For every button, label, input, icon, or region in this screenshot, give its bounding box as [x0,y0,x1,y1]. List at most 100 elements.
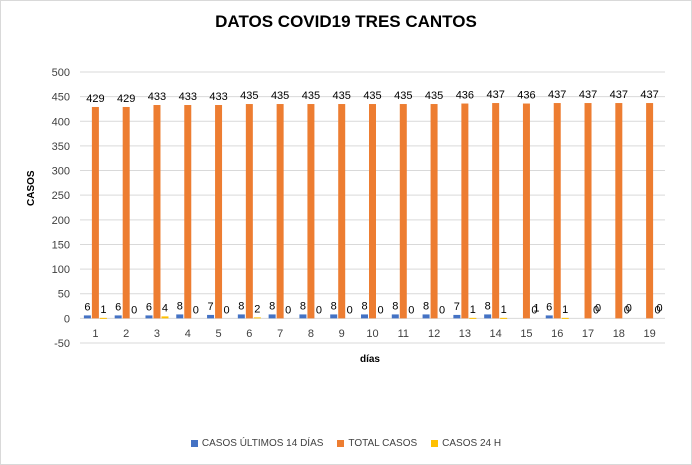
x-tick-label: 18 [613,328,625,340]
y-tick-label: 50 [58,289,70,301]
legend-swatch-casos-14-dias [190,440,198,447]
data-label: 8 [392,300,398,312]
data-label: 436 [456,90,474,102]
data-label: 435 [363,90,381,102]
data-label: 4 [162,302,168,314]
bar [484,314,492,319]
data-label: 433 [179,91,197,103]
x-tick-label: 3 [154,328,160,340]
data-label: 0 [377,304,383,316]
bar [153,105,161,319]
data-label: 0 [131,304,137,316]
data-label: 8 [269,300,275,312]
extra-data-label: 1 [533,302,539,314]
bar [176,314,184,319]
data-label: 0 [439,304,445,316]
data-label: 6 [115,301,121,313]
bar [469,317,477,319]
data-label: 1 [562,304,568,316]
data-label: 6 [146,301,152,313]
legend-item-casos-14-dias: CASOS ÚLTIMOS 14 DÍAS [190,438,324,449]
bar [299,314,307,319]
bar [253,317,261,319]
bar [522,103,530,319]
data-label: 0 [316,304,322,316]
x-axis-label: días [359,354,380,365]
y-tick-label: 300 [52,166,70,178]
x-tick-label: 6 [246,328,252,340]
extra-data-label: 0 [595,302,601,314]
x-tick-label: 14 [490,328,502,340]
bar [369,104,376,319]
legend-label-casos-14-dias: CASOS ÚLTIMOS 14 DÍAS [201,438,324,449]
x-tick-label: 16 [551,328,563,340]
y-tick-label: 200 [52,215,70,227]
data-label: 429 [117,93,135,105]
data-label: 8 [300,300,306,312]
bar [545,315,553,319]
data-label: 435 [333,90,351,102]
data-label: 8 [423,300,429,312]
bar [114,315,122,319]
data-label: 0 [593,304,599,316]
bar [391,314,399,319]
bar [399,104,407,319]
data-label: 437 [610,89,628,101]
data-label: 435 [271,90,289,102]
data-label: 1 [470,304,476,316]
legend-item-total-casos: TOTAL CASOS [337,438,417,449]
x-tick-label: 2 [123,328,129,340]
y-tick-label: 150 [52,239,70,251]
bar [245,104,253,319]
y-tick-label: 100 [52,264,70,276]
bar [276,104,284,319]
data-label: 8 [238,300,244,312]
y-tick-label: -50 [54,338,70,350]
data-label: 2 [254,303,260,315]
legend-item-casos-24h: CASOS 24 H [431,438,501,449]
data-label: 433 [209,91,227,103]
y-tick-label: 350 [52,141,70,153]
y-tick-label: 250 [52,190,70,202]
y-tick-label: 450 [52,92,70,104]
bar [453,314,461,319]
bar [492,103,500,319]
x-tick-label: 10 [366,328,378,340]
bar [553,103,561,319]
x-tick-label: 4 [185,328,191,340]
bar [161,316,169,319]
data-label: 433 [148,91,166,103]
data-label: 8 [361,300,367,312]
bar [207,314,215,319]
data-label: 429 [86,93,104,105]
x-tick-label: 19 [643,328,655,340]
data-label: 437 [640,89,658,101]
chart-title: DATOS COVID19 TRES CANTOS [215,12,477,31]
data-label: 0 [408,304,414,316]
data-label: 7 [207,301,213,313]
bar [561,317,569,319]
bar [83,315,91,319]
data-label: 0 [624,304,630,316]
bar [615,103,623,319]
bar [237,314,245,319]
data-label: 436 [517,90,535,102]
bar [584,103,592,319]
bar [307,104,315,319]
data-label: 7 [454,301,460,313]
x-tick-label: 11 [398,328,409,340]
data-label: 8 [177,300,183,312]
x-tick-label: 17 [582,328,594,340]
legend-swatch-total-casos [337,440,345,447]
bar [215,105,223,319]
data-label: 435 [425,90,443,102]
bar [268,314,276,319]
bar [338,104,346,319]
data-label: 437 [548,89,566,101]
y-tick-label: 0 [64,313,70,325]
legend-label-total-casos: TOTAL CASOS [348,438,418,449]
data-label: 437 [486,89,504,101]
bar [330,314,338,319]
